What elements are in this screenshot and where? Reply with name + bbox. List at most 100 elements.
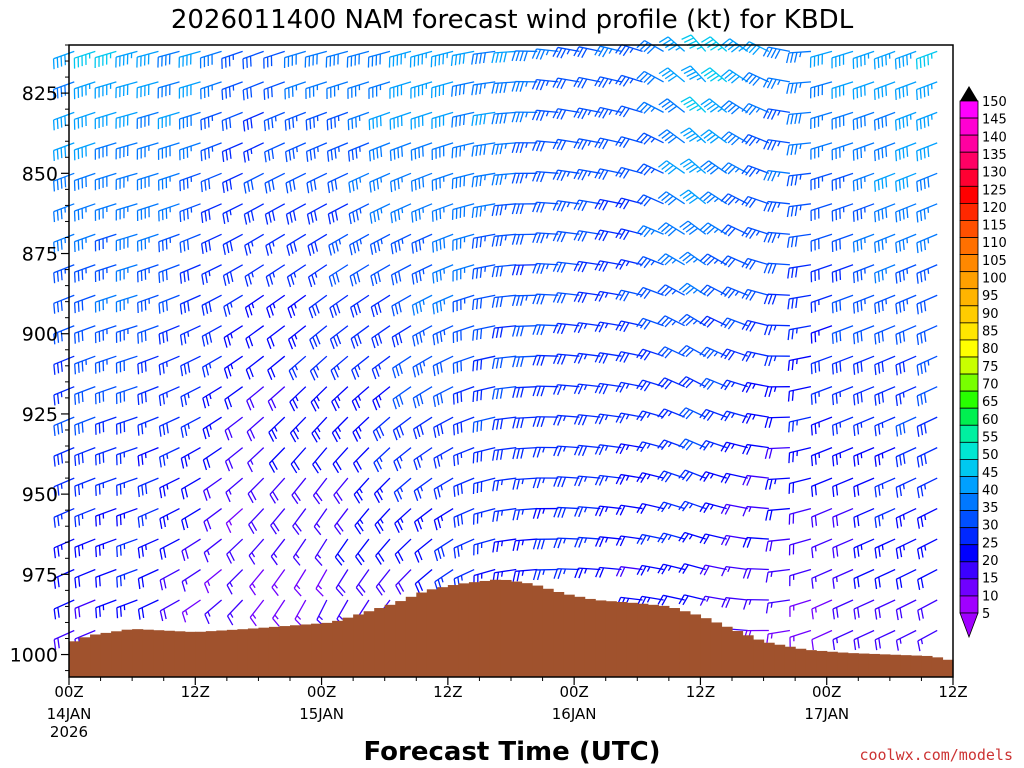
wind-barb-flag: [640, 442, 647, 453]
wind-barb-flag: [226, 273, 230, 284]
wind-barb: [264, 142, 286, 163]
wind-barb-flag: [165, 330, 169, 342]
wind-barb-half-flag: [752, 383, 756, 389]
wind-barb-flag: [250, 521, 258, 532]
colorbar-cell: [959, 151, 979, 170]
wind-barb: [452, 386, 475, 405]
wind-barb-flag: [456, 423, 459, 434]
wind-barb-flag: [643, 320, 651, 330]
wind-barb-flag: [519, 142, 524, 153]
wind-barb: [895, 264, 917, 284]
wind-barb: [764, 386, 790, 398]
wind-barb-flag: [57, 515, 60, 527]
wind-barb: [916, 477, 938, 499]
wind-barb: [159, 538, 180, 560]
wind-barb-flag: [899, 516, 903, 527]
wind-barb-flag: [60, 239, 63, 250]
wind-barb-flag: [683, 99, 694, 106]
wind-barb: [615, 136, 643, 149]
wind-barb: [181, 508, 201, 531]
terrain-column: [774, 644, 786, 677]
wind-barb-flag: [557, 384, 563, 396]
wind-barb-half-flag: [504, 204, 507, 210]
wind-barb-flag: [881, 178, 884, 189]
wind-barb-flag: [475, 237, 479, 248]
wind-barb-flag: [229, 117, 232, 129]
wind-barb-flag: [540, 386, 545, 397]
wind-barb-flag: [810, 363, 813, 375]
wind-barb-flag: [839, 300, 842, 311]
wind-barb-flag: [664, 257, 673, 266]
wind-barb-flag: [898, 88, 901, 99]
wind-barb-flag: [499, 266, 503, 277]
wind-barb: [895, 233, 917, 254]
wind-barb-flag: [246, 119, 249, 130]
wind-barb-flag: [500, 449, 504, 460]
wind-barb-flag: [246, 400, 252, 411]
wind-barb-flag: [398, 363, 403, 375]
wind-barb: [200, 81, 222, 100]
wind-barb-half-flag: [207, 611, 211, 617]
wind-barb-flag: [667, 105, 678, 113]
wind-barb-flag: [203, 521, 209, 532]
wind-barb: [202, 386, 222, 409]
wind-barb: [721, 597, 748, 608]
wind-barb: [52, 81, 75, 100]
wind-barb-flag: [293, 241, 298, 252]
wind-barb-half-flag: [583, 507, 588, 513]
wind-barb: [615, 228, 643, 241]
wind-barb-flag: [856, 240, 859, 252]
wind-barb-flag: [811, 516, 814, 528]
wind-barb-flag: [919, 118, 922, 130]
wind-barb-flag: [414, 583, 421, 594]
colorbar-cell: [959, 390, 979, 409]
wind-barb-flag: [476, 329, 479, 340]
wind-barb-flag: [619, 536, 626, 547]
wind-barb-flag: [471, 115, 475, 127]
wind-barb-flag: [619, 260, 626, 270]
wind-barb-flag: [201, 305, 205, 316]
colorbar-cell: [959, 493, 979, 511]
wind-barb-flag: [377, 333, 383, 344]
wind-barb: [636, 225, 664, 238]
y-tick-label: 950: [22, 484, 58, 506]
wind-barb-flag: [793, 52, 798, 63]
wind-barb-flag: [397, 178, 400, 190]
wind-barb-flag: [378, 426, 385, 437]
wind-barb-half-flag: [755, 138, 761, 144]
wind-barb-half-flag: [521, 478, 524, 485]
wind-barb: [180, 477, 201, 500]
wind-barb-flag: [786, 206, 790, 218]
wind-barb-flag: [877, 332, 881, 344]
wind-barb-flag: [519, 81, 524, 92]
wind-barb-flag: [699, 564, 706, 575]
wind-barb: [787, 355, 812, 371]
wind-barb: [179, 172, 201, 192]
wind-barb-flag: [557, 568, 563, 579]
wind-barb-half-flag: [774, 478, 777, 485]
wind-barb-flag: [162, 455, 166, 466]
wind-barb-half-flag: [443, 268, 446, 274]
wind-barb-flag: [852, 303, 856, 314]
terrain-column: [837, 652, 849, 677]
wind-barb-flag: [64, 176, 67, 188]
wind-barb-flag: [242, 58, 245, 70]
wind-barb-flag: [77, 454, 80, 465]
wind-barb-flag: [394, 242, 398, 253]
wind-barb: [615, 504, 643, 516]
wind-barb-flag: [56, 393, 60, 404]
wind-barb: [328, 233, 349, 256]
wind-barb-flag: [790, 236, 794, 248]
wind-barb: [720, 317, 749, 330]
wind-barb-half-flag: [646, 474, 651, 480]
wind-barb: [137, 447, 159, 467]
wind-barb-flag: [769, 509, 773, 521]
wind-barb: [573, 414, 601, 426]
wind-barb: [200, 142, 222, 162]
wind-barb-half-flag: [274, 116, 277, 122]
wind-barb-flag: [791, 267, 794, 278]
wind-barb-half-flag: [272, 272, 276, 278]
wind-barb-flag: [902, 453, 906, 464]
wind-barb: [293, 569, 307, 597]
wind-barb-flag: [410, 181, 413, 192]
